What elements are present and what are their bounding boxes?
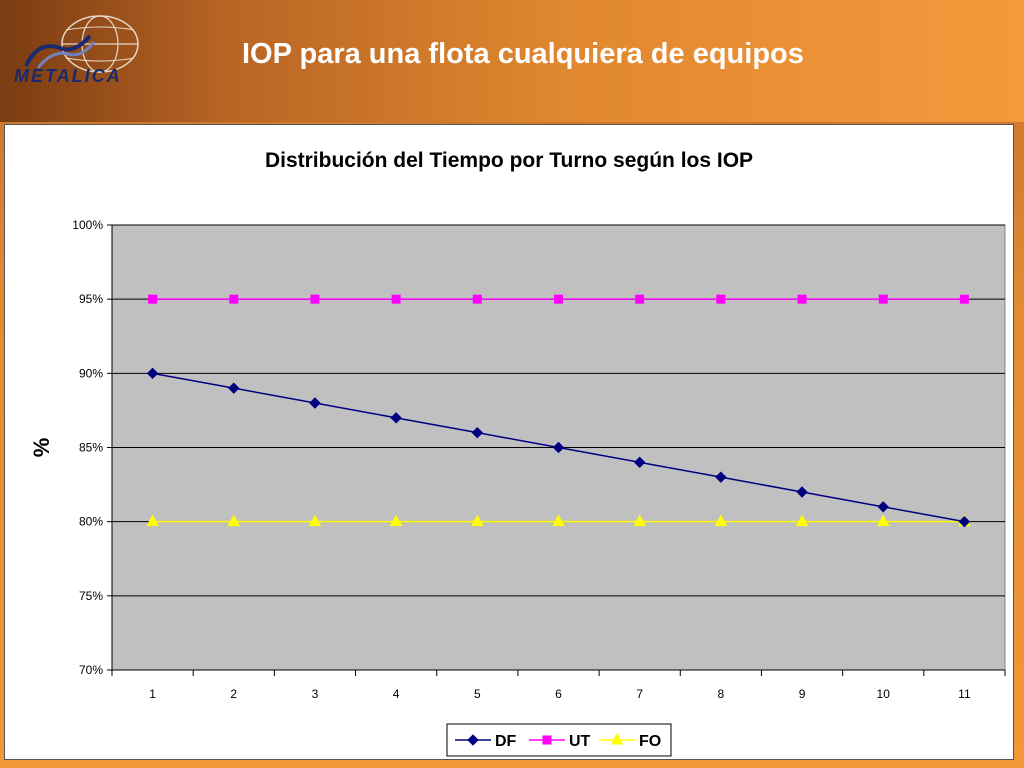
x-tick-label: 9	[799, 687, 806, 701]
x-tick-label: 8	[718, 687, 725, 701]
data-point-fo	[876, 514, 890, 527]
legend-marker-fo	[610, 732, 624, 745]
data-point-df	[471, 426, 484, 439]
y-tick-label: 85%	[79, 441, 103, 455]
x-tick-label: 2	[230, 687, 237, 701]
legend-label-ut: UT	[569, 733, 591, 750]
legend-label-df: DF	[495, 733, 517, 750]
data-point-fo	[389, 514, 403, 527]
data-point-df	[146, 367, 159, 380]
data-point-fo	[633, 514, 647, 527]
globe-logo-icon	[24, 15, 139, 73]
data-point-df	[715, 471, 727, 483]
legend-label-fo: FO	[639, 733, 661, 750]
data-point-fo	[795, 514, 809, 527]
y-tick-label: 80%	[79, 515, 103, 529]
data-point-ut	[472, 294, 482, 304]
x-tick-label: 4	[393, 687, 400, 701]
data-point-df	[390, 412, 402, 424]
data-point-df	[877, 501, 889, 513]
data-point-fo	[470, 514, 484, 527]
data-point-df	[633, 456, 646, 469]
data-point-ut	[148, 294, 158, 304]
data-point-fo	[308, 514, 322, 527]
header-band	[0, 0, 1024, 122]
y-tick-label: 100%	[72, 218, 103, 232]
legend-marker-ut	[542, 735, 552, 745]
data-point-df	[309, 397, 321, 409]
slide-title: IOP para una flota cualquiera de equipos	[242, 38, 804, 70]
data-point-df	[552, 441, 565, 454]
data-point-df	[228, 382, 240, 394]
legend-marker-df	[467, 734, 479, 746]
data-point-ut	[391, 294, 401, 304]
data-point-fo	[227, 514, 241, 527]
x-tick-label: 6	[555, 687, 562, 701]
logo	[8, 10, 156, 90]
chart-frame: Distribución del Tiempo por Turno según …	[4, 124, 1014, 760]
data-point-ut	[716, 294, 726, 304]
x-tick-label: 1	[149, 687, 156, 701]
data-point-ut	[229, 294, 239, 304]
chart-title: Distribución del Tiempo por Turno según …	[264, 149, 754, 172]
data-point-df	[796, 486, 808, 498]
data-point-df	[958, 515, 971, 528]
data-point-fo	[552, 514, 565, 527]
logo-text: METALICA	[14, 66, 122, 86]
x-tick-label: 3	[312, 687, 319, 701]
x-tick-label: 10	[877, 687, 891, 701]
y-tick-label: 90%	[79, 366, 103, 380]
data-point-ut	[878, 294, 888, 304]
data-point-ut	[310, 294, 320, 304]
y-tick-label: 95%	[79, 292, 103, 306]
y-tick-label: 70%	[79, 663, 103, 677]
data-point-ut	[959, 294, 969, 304]
data-point-fo	[714, 514, 728, 527]
data-point-ut	[797, 294, 807, 304]
x-tick-label: 7	[636, 687, 643, 701]
data-point-ut	[635, 294, 645, 304]
y-axis-label: %	[29, 438, 54, 458]
y-tick-label: 75%	[79, 589, 103, 603]
x-tick-label: 5	[474, 687, 481, 701]
data-point-ut	[554, 294, 563, 304]
x-tick-label: 11	[958, 687, 971, 701]
data-point-fo	[146, 514, 159, 527]
line-chart: 70% 75% 80% 85% 90% 95% 100% 1 2 3 4 5 6 7 8 9 10 11% DF UT…	[29, 218, 1006, 757]
